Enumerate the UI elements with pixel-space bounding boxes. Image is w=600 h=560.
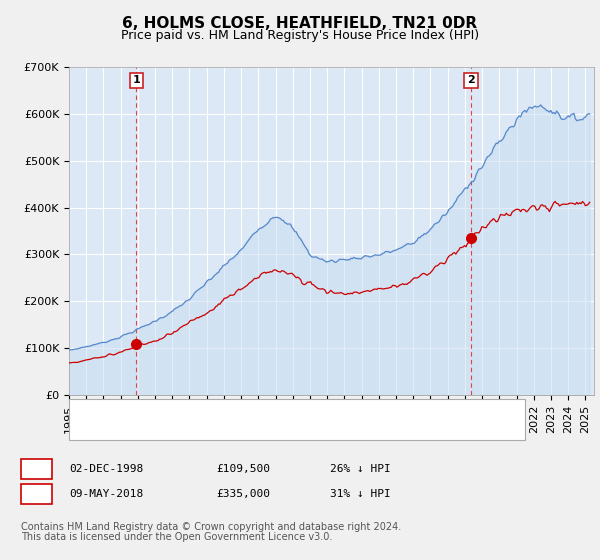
Text: 02-DEC-1998: 02-DEC-1998	[69, 464, 143, 474]
Text: 09-MAY-2018: 09-MAY-2018	[69, 489, 143, 499]
Text: 1: 1	[133, 76, 140, 85]
Text: 26% ↓ HPI: 26% ↓ HPI	[330, 464, 391, 474]
Text: Contains HM Land Registry data © Crown copyright and database right 2024.: Contains HM Land Registry data © Crown c…	[21, 522, 401, 532]
Text: 6, HOLMS CLOSE, HEATHFIELD, TN21 0DR (detached house): 6, HOLMS CLOSE, HEATHFIELD, TN21 0DR (de…	[102, 405, 437, 416]
Text: 31% ↓ HPI: 31% ↓ HPI	[330, 489, 391, 499]
Text: HPI: Average price, detached house, Wealden: HPI: Average price, detached house, Weal…	[102, 426, 357, 436]
Text: 6, HOLMS CLOSE, HEATHFIELD, TN21 0DR: 6, HOLMS CLOSE, HEATHFIELD, TN21 0DR	[122, 16, 478, 31]
Text: £109,500: £109,500	[216, 464, 270, 474]
Text: £335,000: £335,000	[216, 489, 270, 499]
Text: ——: ——	[75, 404, 100, 417]
Text: 1: 1	[32, 463, 41, 476]
Text: Price paid vs. HM Land Registry's House Price Index (HPI): Price paid vs. HM Land Registry's House …	[121, 29, 479, 42]
Text: ——: ——	[75, 424, 100, 437]
Text: This data is licensed under the Open Government Licence v3.0.: This data is licensed under the Open Gov…	[21, 532, 332, 542]
Text: 2: 2	[467, 76, 475, 85]
Text: 2: 2	[32, 487, 41, 501]
